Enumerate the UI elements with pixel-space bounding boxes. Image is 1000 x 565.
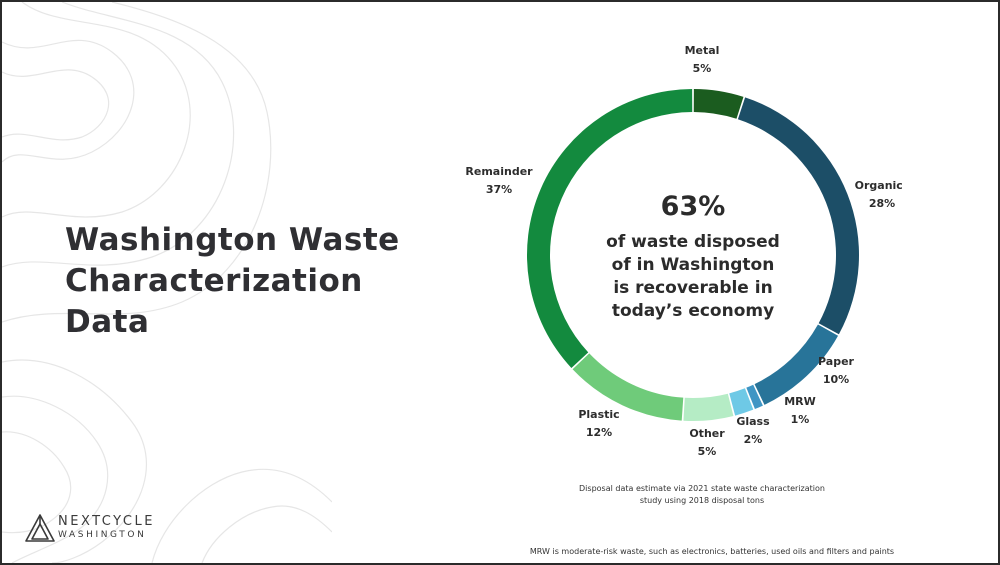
title-line-3: Data [65,304,150,340]
mrw-footnote: MRW is moderate-risk waste, such as elec… [529,547,895,556]
label-other: Other [689,427,725,440]
label-remainder: Remainder [465,165,533,178]
value-paper: 10% [823,373,849,386]
slice-plastic [572,353,684,421]
label-glass: Glass [736,415,770,428]
logo-wordmark: NEXTCYCLE WASHINGTON [58,514,155,541]
slice-metal [693,89,744,119]
value-organics: 28% [869,197,895,210]
topographic-contour-decoration [2,2,332,563]
value-other: 5% [698,445,717,458]
data-source-note: Disposal data estimate via 2021 state wa… [552,483,852,507]
center-percent: 63% [661,191,726,222]
center-line-2: of in Washington [612,255,775,275]
logo-text-line-2: WASHINGTON [58,530,147,540]
value-glass: 2% [744,433,763,446]
slide-title: Washington Waste Characterization Data [65,220,445,343]
waste-donut-chart: Metal 5% Organics 28% Paper 10% MRW 1% Glass 2% Ot… [465,44,902,458]
slice-other [683,393,734,421]
title-line-2: Characterization [65,263,363,299]
value-plastic: 12% [586,426,612,439]
value-remainder: 37% [486,183,512,196]
note-line-1: Disposal data estimate via 2021 state wa… [579,484,825,493]
nextcycle-logo-icon [25,514,55,542]
value-metal: 5% [693,62,712,75]
label-metal: Metal [685,44,720,57]
center-line-1: of waste disposed [606,232,780,252]
note-line-2: study using 2018 disposal tons [639,496,765,505]
label-plastic: Plastic [578,408,619,421]
slice-remainder [527,89,693,368]
center-line-3: is recoverable in [613,278,772,298]
slice-glass [729,388,754,416]
center-line-4: today’s economy [612,301,774,321]
label-organics: Organics [855,179,902,192]
slice-organics [737,97,859,335]
value-mrw: 1% [791,413,810,426]
logo-text-line-1: NEXTCYCLE [58,514,155,529]
label-mrw: MRW [784,395,816,408]
slice-mrw [746,384,763,410]
title-line-1: Washington Waste [65,222,400,258]
slice-paper [754,324,839,405]
label-paper: Paper [818,355,855,368]
